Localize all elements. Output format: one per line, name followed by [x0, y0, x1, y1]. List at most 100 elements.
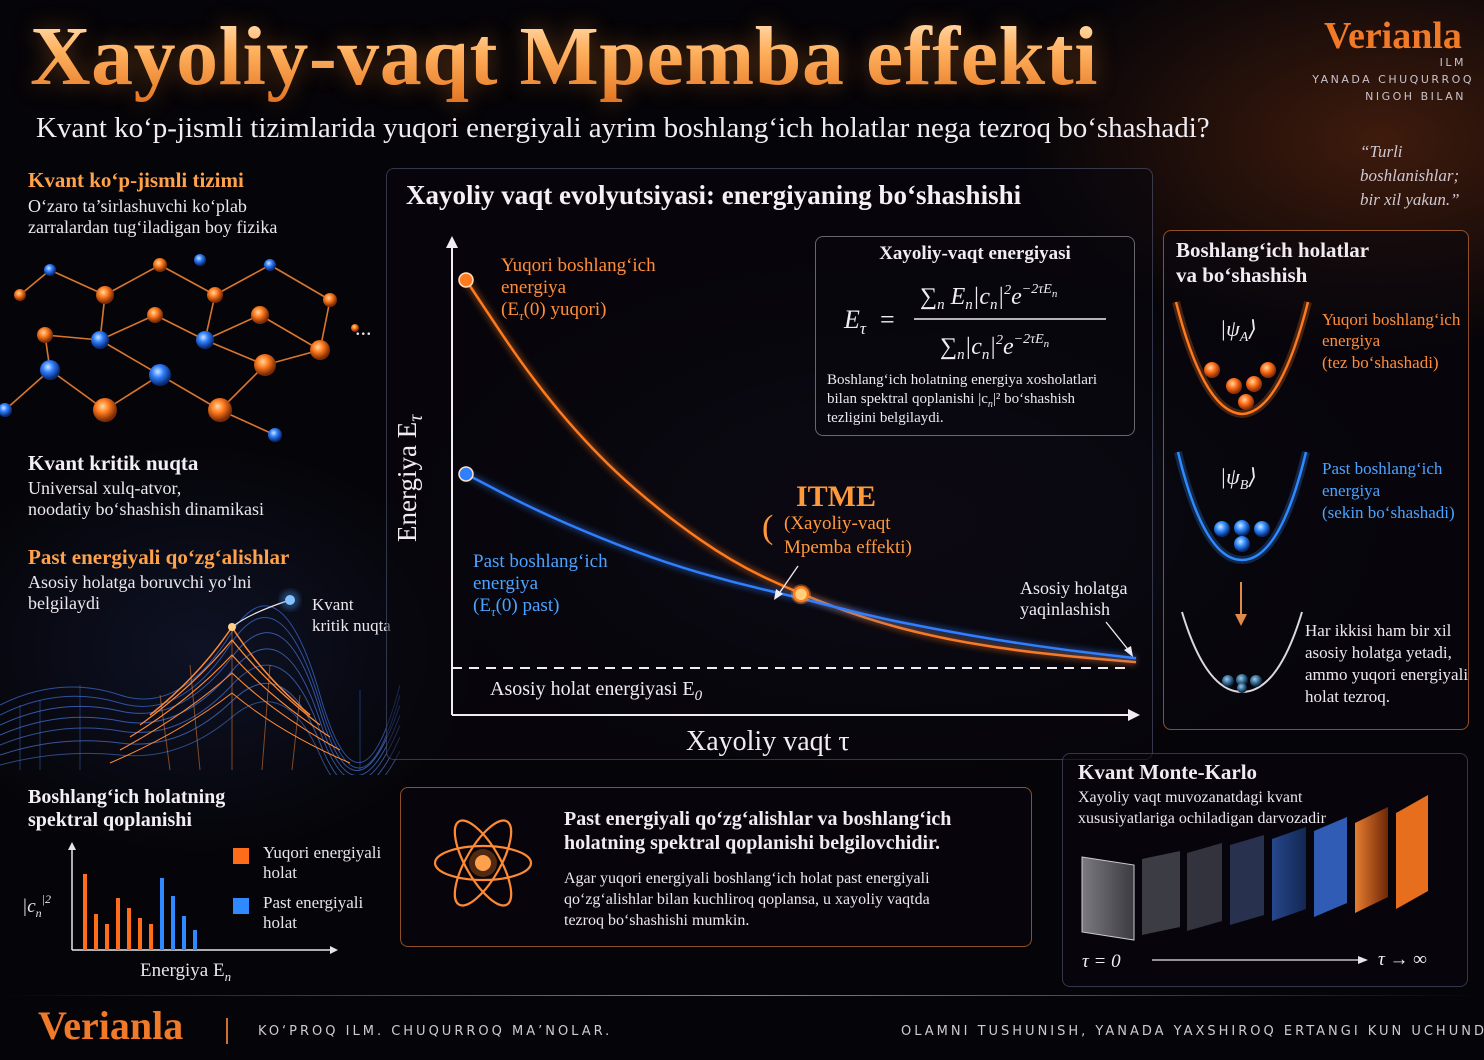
quote: “Turli boshlanishlar; bir xil yakun.” — [1360, 142, 1460, 209]
chart-title: Xayoliy vaqt evolyutsiyasi: energiyaning… — [406, 180, 1022, 210]
legend-high-text-1: Yuqori energiyali — [263, 843, 381, 862]
legend-low-swatch — [233, 898, 249, 914]
energy-landscape-illustration — [0, 590, 400, 775]
footer-divider — [0, 995, 1484, 996]
footer-brand: Verianla — [38, 1003, 184, 1048]
svg-text:∑n En|cn|2e−2τEn: ∑n En|cn|2e−2τEn — [920, 282, 1058, 313]
high-energy-curve — [464, 279, 1137, 664]
qmc-text-1: Xayoliy vaqt muvozanatdagi kvant — [1078, 789, 1303, 806]
brand-tag-1: ILM — [1439, 56, 1466, 69]
state-b-text-2: energiya — [1322, 481, 1381, 500]
itme-sub-2: Mpemba effekti) — [784, 537, 912, 558]
initial-states-title-2: va bo‘shashish — [1176, 263, 1308, 287]
critical-point-peak-marker — [228, 623, 236, 631]
itme-sub-1: (Xayoliy-vaqt — [784, 513, 891, 534]
psi-b-label: |ψB⟩ — [1220, 464, 1257, 493]
formula-note-1: Boshlang‘ich holatning energiya xosholat… — [827, 372, 1098, 388]
chart-xlabel: Xayoliy vaqt τ — [686, 726, 850, 757]
qmc-text-2: xususiyatlariga ochiladigan darvozadir — [1078, 810, 1326, 827]
spectral-title-1: Boshlang‘ich holatning — [28, 786, 226, 808]
state-a-text-2: energiya — [1322, 331, 1381, 350]
itme-bracket: ( — [762, 509, 773, 546]
insight-text-1: Agar yuqori energiyali boshlang‘ich hola… — [564, 870, 930, 887]
spectral-bars-high — [83, 874, 153, 950]
brand-logo: Verianla — [1324, 15, 1462, 57]
approach-label-1: Asosiy holatga — [1020, 578, 1128, 598]
state-a-text-1: Yuqori boshlang‘ich — [1322, 310, 1461, 329]
both-text-1: Har ikkisi ham bir xil — [1305, 621, 1452, 640]
chart-ylabel: Energiya Eτ — [392, 414, 427, 542]
insight-title-1: Past energiyali qo‘zg‘alishlar va boshla… — [564, 808, 952, 830]
state-b-text-3: (sekin bo‘shashadi) — [1322, 503, 1455, 522]
spectral-overlap-chart: |cn|2 Energiya En Yuqori energiyali hola… — [22, 842, 381, 984]
page-subtitle: Kvant ko‘p-jismli tizimlarida yuqori ene… — [36, 112, 1210, 144]
lattice-particles — [0, 254, 359, 442]
initial-states-panel — [1163, 230, 1469, 730]
potential-wells-illustration: |ψA⟩ |ψB⟩ — [1172, 301, 1312, 694]
brand-tag-2: YANADA CHUQURROQ — [1312, 73, 1474, 86]
approach-label-2: yaqinlashish — [1020, 599, 1110, 619]
well-a — [1174, 301, 1310, 416]
spectral-bars-low — [160, 878, 197, 950]
low-energy-text-2: belgilaydi — [28, 593, 100, 613]
energy-formula: Eτ = ∑n En|cn|2e−2τEn ∑n|cn|2e−2τEn — [843, 282, 1106, 363]
initial-states-title-1: Boshlang‘ich holatlar — [1176, 238, 1370, 262]
formula-box — [815, 236, 1135, 436]
well-b — [1176, 451, 1308, 562]
formula-note-2: bilan spektral qoplanishi |cn|² bo‘shash… — [827, 391, 1075, 410]
footer-left-text: KO‘PROQ ILM. CHUQURROQ MA’NOLAR. — [258, 1024, 613, 1039]
many-body-text-1: O‘zaro ta’sirlashuvchi ko‘plab — [28, 196, 247, 216]
svg-text:Eτ: Eτ — [843, 305, 867, 338]
both-text-4: holat tezroq. — [1305, 687, 1390, 706]
landscape-mesh — [0, 605, 400, 775]
lattice-bonds — [4, 264, 331, 436]
legend-low-text-2: holat — [263, 913, 297, 932]
spectral-xlabel: Energiya En — [140, 960, 231, 984]
low-start-point — [458, 466, 474, 482]
lattice-illustration: ... — [0, 254, 372, 442]
formula-title: Xayoliy-vaqt energiyasi — [879, 243, 1071, 264]
critical-point-label-1: Kvant — [312, 595, 354, 614]
critical-title: Kvant kritik nuqta — [28, 451, 199, 475]
footer-separator — [226, 1018, 228, 1044]
many-body-text-2: zarralardan tug‘iladigan boy fizika — [28, 217, 278, 237]
low-label-3: (Eτ(0) past) — [473, 595, 559, 619]
ground-energy-label: Asosiy holat energiyasi E0 — [490, 678, 703, 704]
psi-a-label: |ψA⟩ — [1220, 316, 1257, 345]
high-label-2: energiya — [501, 277, 567, 298]
footer-right-text: OLAMNI TUSHUNISH, YANADA YAXSHIROQ ERTAN… — [901, 1024, 1484, 1039]
state-a-text-3: (tez bo‘shashadi) — [1322, 353, 1439, 372]
state-b-text-1: Past boshlang‘ich — [1322, 459, 1443, 478]
qmc-tau-infinity: τ → ∞ — [1378, 949, 1427, 970]
both-text-3: ammo yuqori energiyali — [1305, 665, 1469, 684]
qmc-slices-illustration: τ = 0 τ → ∞ — [1081, 795, 1428, 972]
low-label-2: energiya — [473, 573, 539, 594]
spectral-ylabel: |cn|2 — [22, 892, 51, 920]
critical-point-label-2: kritik nuqta — [312, 616, 391, 635]
legend-low-text-1: Past energiyali — [263, 893, 364, 912]
itme-title: ITME — [796, 480, 876, 513]
both-text-2: asosiy holatga yetadi, — [1305, 643, 1452, 662]
high-start-point — [458, 272, 474, 288]
qmc-title: Kvant Monte-Karlo — [1078, 760, 1258, 784]
qmc-tau-zero: τ = 0 — [1082, 951, 1121, 972]
svg-text:=: = — [880, 305, 895, 334]
formula-note-3: tezligini belgilaydi. — [827, 410, 944, 426]
approach-pointer — [1105, 621, 1131, 653]
itme-pointer — [777, 565, 799, 596]
low-energy-text-1: Asosiy holatga boruvchi yo‘lni — [28, 572, 252, 592]
insight-text-3: tezroq bo‘shashishi mumkin. — [564, 912, 750, 929]
spectral-title-2: spektral qoplanishi — [28, 809, 192, 831]
insight-title-2: holatning spektral qoplanishi belgilovch… — [564, 832, 941, 854]
page-title: Xayoliy-vaqt Mpemba effekti — [30, 10, 1099, 103]
relaxation-chart: Energiya Eτ Xayoliy vaqt τ Asosiy holat … — [392, 236, 1140, 757]
legend-high-text-2: holat — [263, 863, 297, 882]
svg-text:∑n|cn|2e−2τEn: ∑n|cn|2e−2τEn — [940, 332, 1050, 363]
legend-high-swatch — [233, 848, 249, 864]
lattice-ellipsis: ... — [355, 315, 372, 340]
low-label-1: Past boshlang‘ich — [473, 551, 608, 572]
critical-text-1: Universal xulq-atvor, — [28, 478, 182, 498]
critical-text-2: noodatiy bo‘shashish dinamikasi — [28, 499, 264, 519]
brand-tag-3: NIGOH BILAN — [1365, 90, 1466, 103]
atom-icon — [433, 819, 533, 907]
